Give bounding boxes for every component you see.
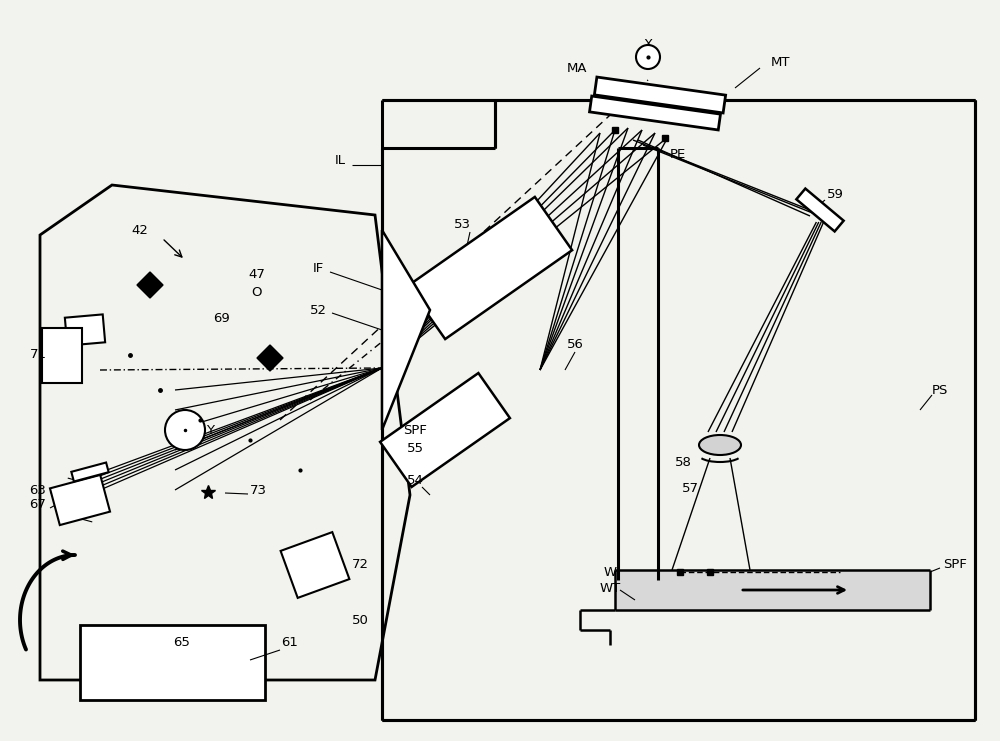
Text: 59: 59 [827, 188, 843, 202]
Polygon shape [796, 188, 844, 231]
Text: 73: 73 [250, 483, 266, 496]
Text: X: X [643, 39, 653, 52]
Polygon shape [50, 475, 110, 525]
Bar [615, 570, 930, 610]
Text: SPF: SPF [943, 559, 967, 571]
Text: WT: WT [599, 582, 621, 594]
Text: 54: 54 [407, 473, 423, 487]
Text: 42: 42 [132, 224, 148, 236]
Text: 63: 63 [30, 483, 46, 496]
Polygon shape [380, 373, 510, 487]
Polygon shape [594, 77, 726, 113]
Polygon shape [65, 314, 105, 345]
Text: W: W [603, 565, 617, 579]
Text: 56: 56 [567, 339, 583, 351]
Text: PS: PS [932, 384, 948, 396]
Text: IF: IF [312, 262, 324, 274]
Polygon shape [71, 462, 109, 482]
Text: MA: MA [567, 62, 587, 75]
Text: SPF: SPF [403, 424, 427, 436]
Text: 65: 65 [174, 637, 190, 650]
Text: 50: 50 [352, 614, 368, 626]
Ellipse shape [699, 435, 741, 455]
Text: Y: Y [206, 424, 214, 436]
Circle shape [165, 410, 205, 450]
Text: 69: 69 [214, 311, 230, 325]
Polygon shape [408, 197, 572, 339]
Text: 55: 55 [406, 442, 424, 454]
Polygon shape [590, 96, 720, 130]
Text: 53: 53 [454, 219, 471, 231]
Text: 58: 58 [675, 456, 691, 470]
Text: IL: IL [334, 153, 346, 167]
Circle shape [636, 45, 660, 69]
Text: O: O [252, 285, 262, 299]
Polygon shape [281, 532, 349, 598]
Text: PE: PE [670, 148, 686, 162]
Text: 52: 52 [310, 304, 326, 316]
Polygon shape [42, 328, 82, 382]
Polygon shape [257, 345, 283, 371]
Polygon shape [137, 272, 163, 298]
Text: MT: MT [770, 56, 790, 68]
Bar [80, 625, 265, 700]
Polygon shape [382, 230, 430, 430]
Text: 61: 61 [282, 637, 298, 650]
Text: 47: 47 [249, 268, 265, 282]
Text: 67: 67 [30, 499, 46, 511]
Text: 71: 71 [30, 348, 46, 362]
Text: 72: 72 [352, 559, 368, 571]
Text: 57: 57 [682, 482, 698, 494]
